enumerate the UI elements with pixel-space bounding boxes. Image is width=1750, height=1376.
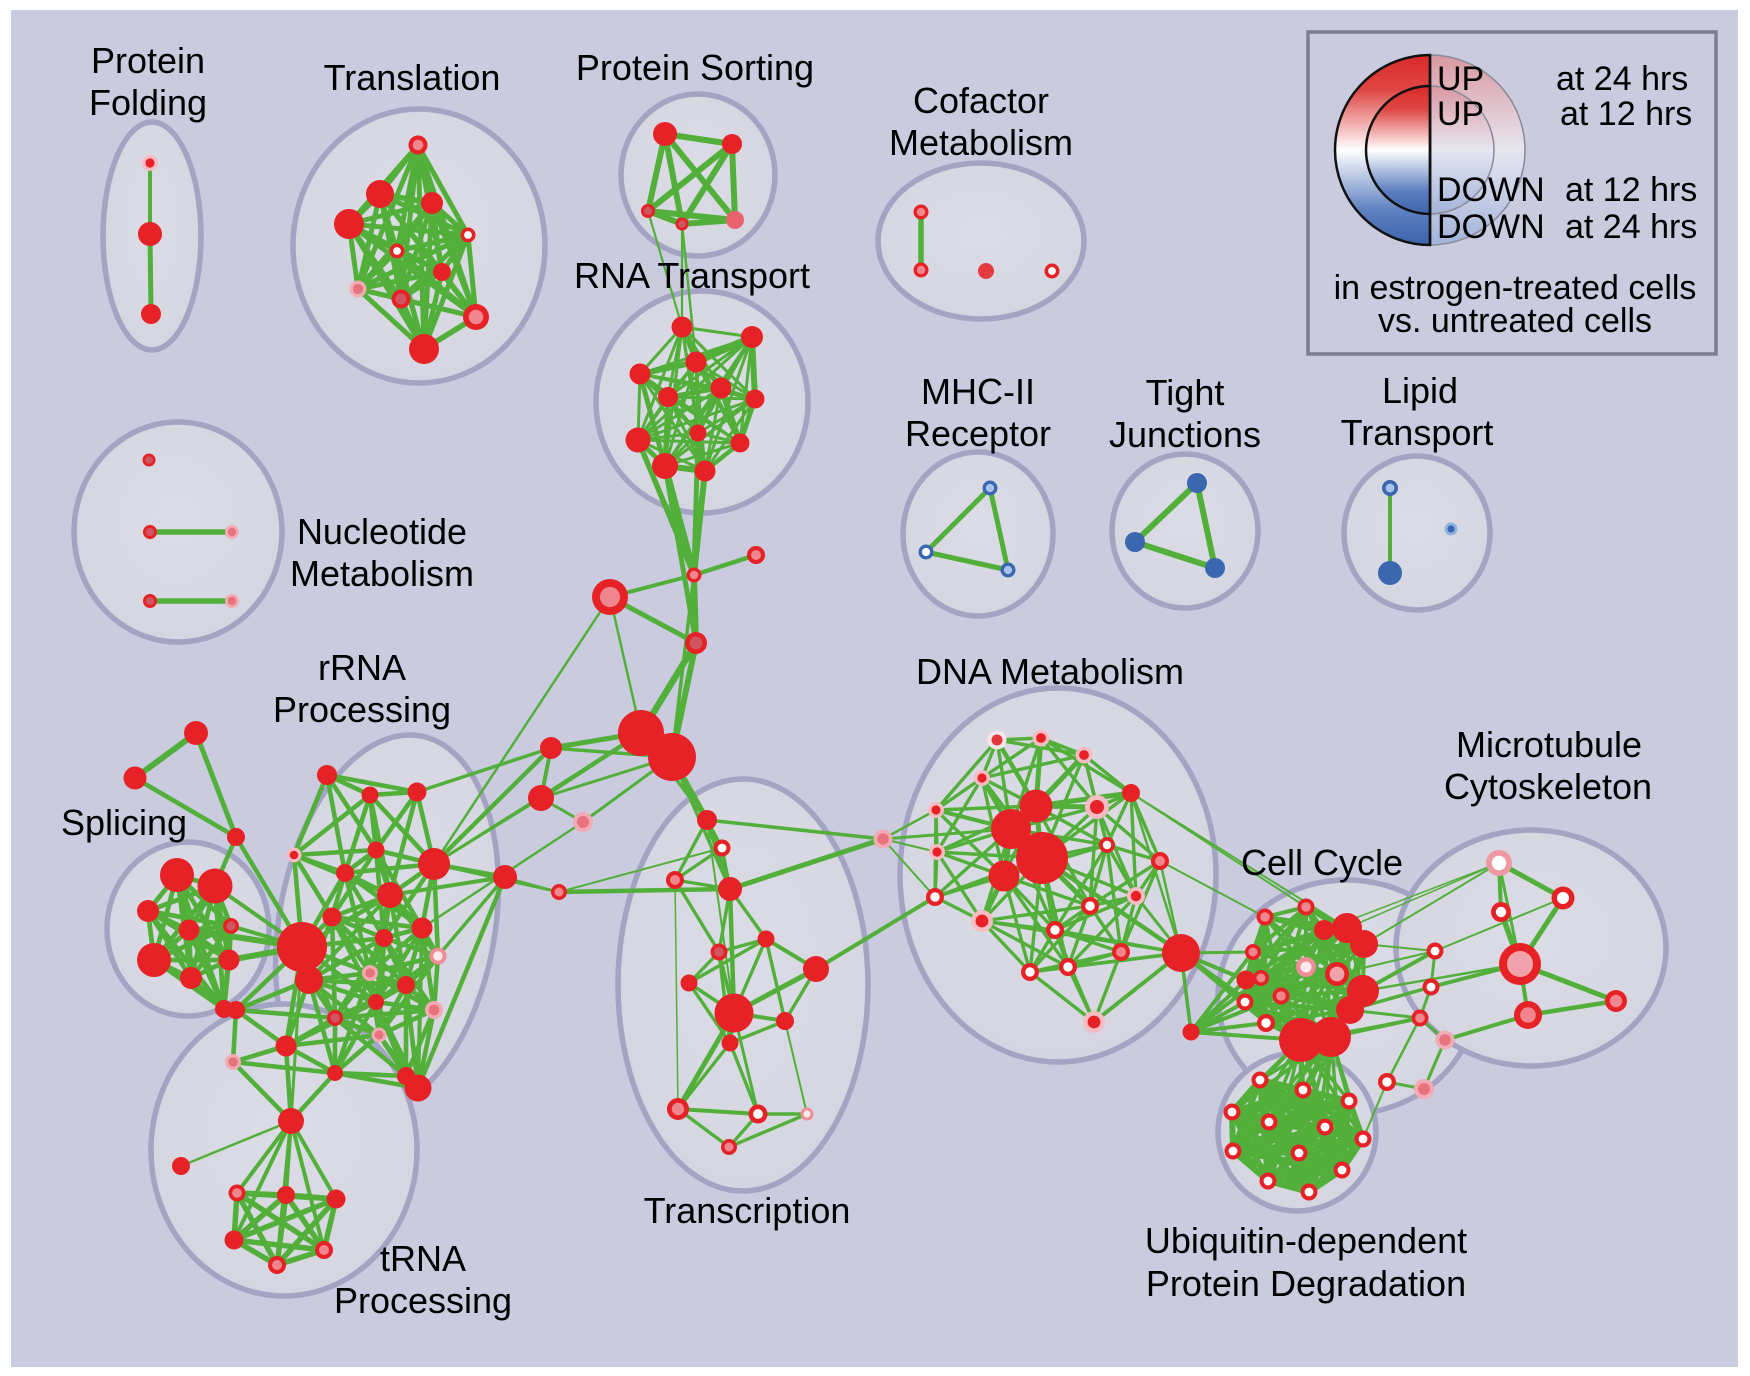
svg-text:Transport: Transport	[1341, 412, 1494, 453]
svg-text:UP: UP	[1437, 60, 1484, 98]
svg-text:Receptor: Receptor	[905, 413, 1051, 454]
svg-text:Transcription: Transcription	[644, 1190, 851, 1231]
svg-text:at 12 hrs: at 12 hrs	[1560, 95, 1692, 133]
svg-text:RNA Transport: RNA Transport	[574, 255, 810, 296]
svg-text:MHC-II: MHC-II	[921, 371, 1035, 412]
svg-text:Metabolism: Metabolism	[290, 553, 474, 594]
svg-text:Lipid: Lipid	[1382, 370, 1458, 411]
svg-text:UP: UP	[1437, 95, 1484, 133]
svg-text:at 24 hrs: at 24 hrs	[1565, 208, 1697, 246]
svg-text:DOWN: DOWN	[1437, 208, 1545, 246]
svg-text:in estrogen-treated cells: in estrogen-treated cells	[1334, 269, 1697, 307]
svg-text:Protein Sorting: Protein Sorting	[576, 47, 814, 88]
svg-text:Ubiquitin-dependent: Ubiquitin-dependent	[1145, 1220, 1467, 1261]
svg-text:DOWN: DOWN	[1437, 171, 1545, 209]
svg-text:Translation: Translation	[324, 57, 501, 98]
svg-text:Nucleotide: Nucleotide	[297, 511, 467, 552]
svg-text:Splicing: Splicing	[61, 802, 187, 843]
svg-text:Cofactor: Cofactor	[913, 80, 1049, 121]
svg-text:DNA Metabolism: DNA Metabolism	[916, 651, 1184, 692]
svg-text:Protein Degradation: Protein Degradation	[1146, 1263, 1466, 1304]
svg-text:Metabolism: Metabolism	[889, 122, 1073, 163]
svg-text:Processing: Processing	[334, 1280, 512, 1321]
svg-text:Processing: Processing	[273, 689, 451, 730]
svg-text:Cell Cycle: Cell Cycle	[1241, 842, 1403, 883]
svg-text:at 12 hrs: at 12 hrs	[1565, 171, 1697, 209]
svg-text:at 24 hrs: at 24 hrs	[1556, 60, 1688, 98]
svg-text:Protein: Protein	[91, 40, 205, 81]
svg-text:vs. untreated cells: vs. untreated cells	[1378, 302, 1652, 340]
svg-text:Tight: Tight	[1146, 372, 1225, 413]
svg-text:Cytoskeleton: Cytoskeleton	[1444, 766, 1652, 807]
svg-text:Junctions: Junctions	[1109, 414, 1261, 455]
svg-text:Folding: Folding	[89, 82, 207, 123]
svg-text:rRNA: rRNA	[318, 647, 406, 688]
svg-text:Microtubule: Microtubule	[1456, 724, 1642, 765]
svg-text:tRNA: tRNA	[380, 1238, 466, 1279]
